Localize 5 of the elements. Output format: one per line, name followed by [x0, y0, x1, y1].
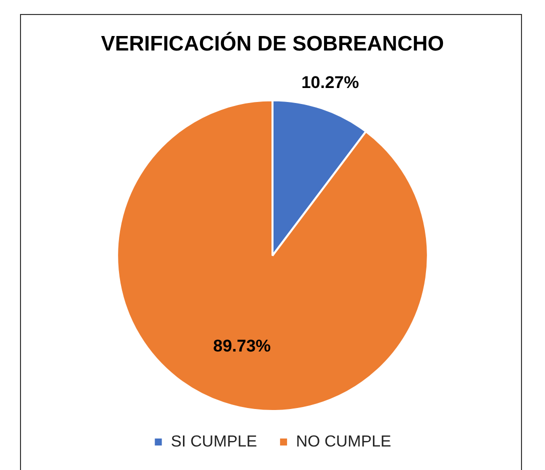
chart-title: VERIFICACIÓN DE SOBREANCHO [100, 31, 444, 56]
legend-label: NO CUMPLE [296, 433, 392, 450]
legend-label: SI CUMPLE [170, 433, 258, 450]
data-label: 89.73% [213, 336, 271, 356]
data-label: 10.27% [301, 72, 359, 92]
